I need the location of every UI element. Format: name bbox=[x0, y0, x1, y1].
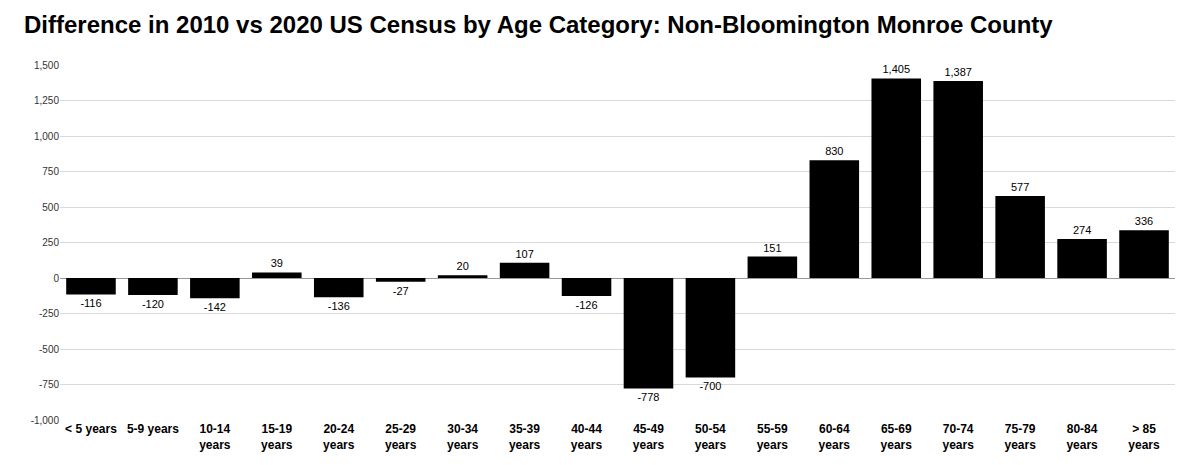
svg-text:20-24years: 20-24years bbox=[323, 422, 355, 452]
svg-text:0: 0 bbox=[53, 273, 59, 284]
svg-text:> 85years: > 85years bbox=[1128, 422, 1160, 452]
svg-text:70-74years: 70-74years bbox=[943, 422, 975, 452]
svg-text:-250: -250 bbox=[39, 308, 59, 319]
svg-text:-778: -778 bbox=[637, 391, 659, 403]
svg-text:60-64years: 60-64years bbox=[819, 422, 851, 452]
svg-text:75-79years: 75-79years bbox=[1004, 422, 1036, 452]
svg-text:40-44years: 40-44years bbox=[571, 422, 603, 452]
svg-text:10-14years: 10-14years bbox=[199, 422, 231, 452]
svg-text:65-69years: 65-69years bbox=[881, 422, 913, 452]
svg-text:250: 250 bbox=[42, 237, 59, 248]
svg-text:-1,000: -1,000 bbox=[31, 415, 60, 426]
svg-text:50-54years: 50-54years bbox=[695, 422, 727, 452]
svg-text:274: 274 bbox=[1073, 224, 1091, 236]
svg-text:30-34years: 30-34years bbox=[447, 422, 479, 452]
svg-text:577: 577 bbox=[1011, 181, 1029, 193]
svg-text:5-9 years: 5-9 years bbox=[127, 422, 179, 436]
svg-text:830: 830 bbox=[825, 145, 843, 157]
svg-text:-750: -750 bbox=[39, 379, 59, 390]
svg-text:35-39years: 35-39years bbox=[509, 422, 541, 452]
svg-text:500: 500 bbox=[42, 202, 59, 213]
svg-text:-27: -27 bbox=[393, 285, 409, 297]
svg-text:Difference in 2010 vs 2020 US: Difference in 2010 vs 2020 US Census by … bbox=[24, 11, 1053, 38]
svg-text:-120: -120 bbox=[142, 298, 164, 310]
svg-text:-116: -116 bbox=[80, 297, 101, 309]
svg-text:-500: -500 bbox=[39, 344, 59, 355]
svg-text:1,387: 1,387 bbox=[944, 66, 972, 78]
svg-text:-700: -700 bbox=[699, 380, 721, 392]
svg-text:39: 39 bbox=[271, 257, 283, 269]
svg-text:151: 151 bbox=[763, 242, 781, 254]
svg-text:-126: -126 bbox=[576, 299, 598, 311]
svg-text:45-49years: 45-49years bbox=[633, 422, 665, 452]
svg-text:1,405: 1,405 bbox=[882, 63, 910, 75]
svg-text:1,250: 1,250 bbox=[34, 95, 59, 106]
svg-text:< 5 years: < 5 years bbox=[65, 422, 117, 436]
svg-text:-142: -142 bbox=[204, 301, 226, 313]
svg-text:336: 336 bbox=[1135, 215, 1153, 227]
svg-text:55-59years: 55-59years bbox=[757, 422, 789, 452]
svg-text:25-29years: 25-29years bbox=[385, 422, 417, 452]
svg-text:15-19years: 15-19years bbox=[261, 422, 293, 452]
svg-text:-136: -136 bbox=[328, 300, 350, 312]
svg-text:1,500: 1,500 bbox=[34, 60, 59, 71]
svg-text:1,000: 1,000 bbox=[34, 131, 59, 142]
svg-text:80-84years: 80-84years bbox=[1066, 422, 1098, 452]
svg-text:750: 750 bbox=[42, 166, 59, 177]
svg-text:20: 20 bbox=[457, 260, 469, 272]
svg-text:107: 107 bbox=[515, 248, 533, 260]
